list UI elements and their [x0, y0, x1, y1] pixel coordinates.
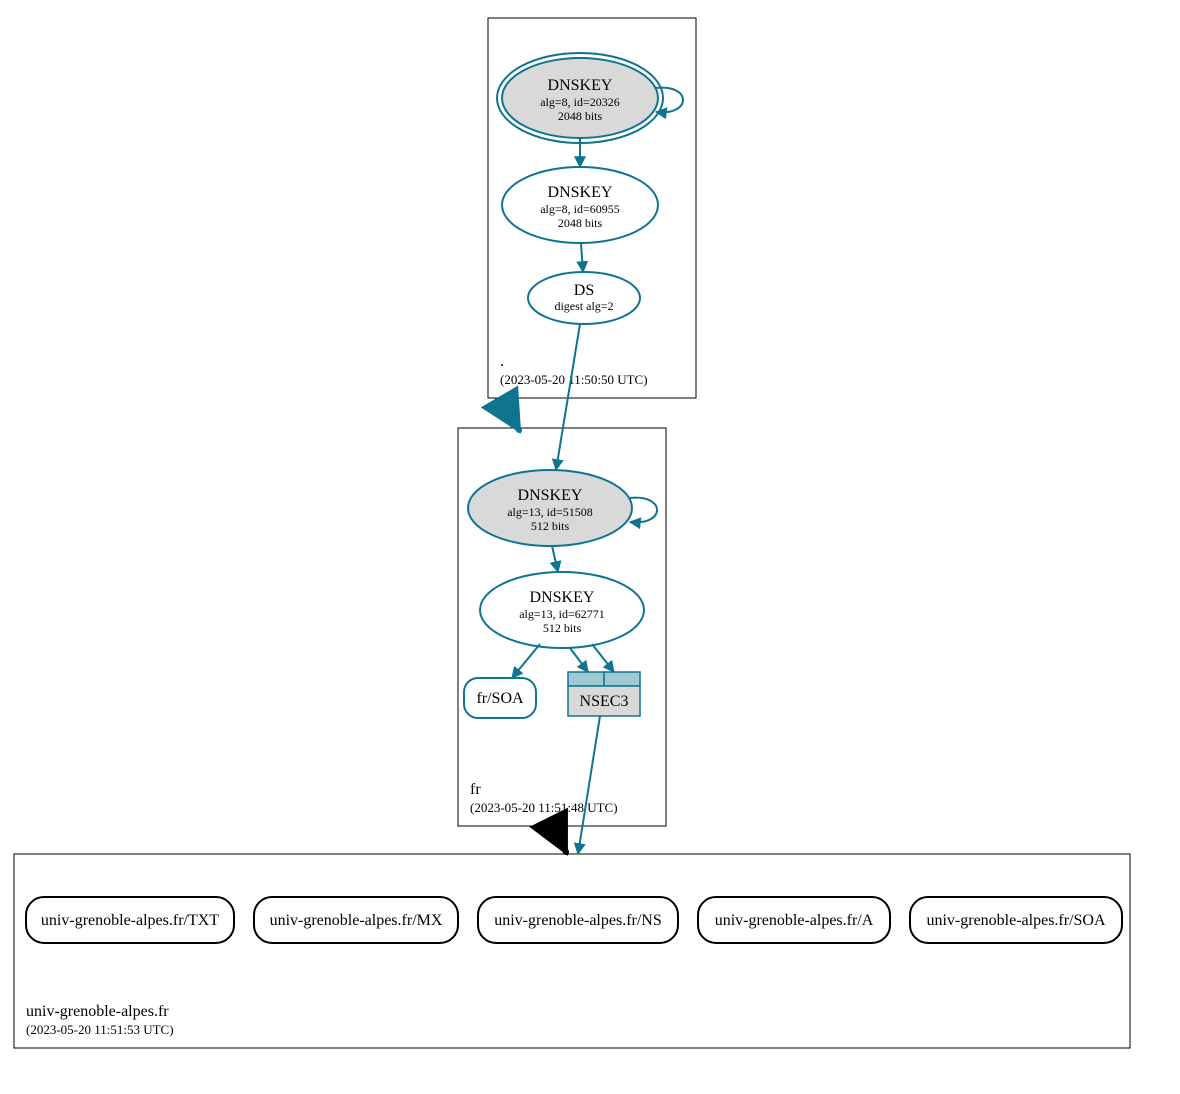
svg-text:2048 bits: 2048 bits [558, 109, 603, 123]
root-ds-to-fr-ksk [556, 324, 580, 470]
node-uga-soa[interactable]: univ-grenoble-alpes.fr/SOA [910, 897, 1122, 943]
zone-uga-label: univ-grenoble-alpes.fr [26, 1003, 169, 1020]
zone-fr-timestamp: (2023-05-20 11:51:48 UTC) [470, 800, 618, 815]
svg-text:univ-grenoble-alpes.fr/MX: univ-grenoble-alpes.fr/MX [270, 912, 443, 929]
node-root-ksk[interactable]: DNSKEYalg=8, id=203262048 bits [497, 53, 663, 143]
fr-ksk-to-zsk [552, 546, 558, 572]
svg-text:alg=8, id=60955: alg=8, id=60955 [540, 202, 620, 216]
zone-root-timestamp: (2023-05-20 11:50:50 UTC) [500, 372, 648, 387]
svg-text:univ-grenoble-alpes.fr/A: univ-grenoble-alpes.fr/A [715, 912, 874, 929]
fr-zsk-to-soa [512, 644, 540, 678]
fr-nsec3-to-uga [578, 716, 600, 854]
fr-zsk-to-nsec3-right [592, 644, 614, 672]
node-root-zsk[interactable]: DNSKEYalg=8, id=609552048 bits [502, 167, 658, 243]
svg-text:alg=13, id=51508: alg=13, id=51508 [507, 505, 593, 519]
zone-uga-timestamp: (2023-05-20 11:51:53 UTC) [26, 1022, 174, 1037]
node-root-ds[interactable]: DSdigest alg=2 [528, 272, 640, 324]
svg-text:512 bits: 512 bits [531, 519, 570, 533]
node-uga-txt[interactable]: univ-grenoble-alpes.fr/TXT [26, 897, 234, 943]
root-zsk-to-ds [581, 243, 583, 272]
node-uga-mx[interactable]: univ-grenoble-alpes.fr/MX [254, 897, 458, 943]
svg-text:digest alg=2: digest alg=2 [554, 299, 613, 313]
fr-ksk-self [630, 498, 657, 523]
node-fr-nsec3[interactable]: NSEC3 [568, 672, 640, 716]
svg-text:univ-grenoble-alpes.fr/TXT: univ-grenoble-alpes.fr/TXT [41, 912, 219, 929]
svg-text:512 bits: 512 bits [543, 621, 582, 635]
svg-text:NSEC3: NSEC3 [580, 693, 629, 710]
zone-uga: univ-grenoble-alpes.fr (2023-05-20 11:51:… [14, 854, 1130, 1048]
svg-text:2048 bits: 2048 bits [558, 216, 603, 230]
svg-text:DS: DS [574, 282, 594, 299]
node-fr-ksk[interactable]: DNSKEYalg=13, id=51508512 bits [468, 470, 632, 546]
svg-text:DNSKEY: DNSKEY [530, 589, 595, 606]
svg-text:DNSKEY: DNSKEY [548, 184, 613, 201]
fr-zsk-to-nsec3-left [570, 648, 588, 672]
fr-to-uga-heavy [560, 826, 566, 852]
node-fr-zsk[interactable]: DNSKEYalg=13, id=62771512 bits [480, 572, 644, 648]
zone-fr-label: fr [470, 781, 481, 798]
svg-text:fr/SOA: fr/SOA [476, 690, 524, 707]
svg-text:alg=8, id=20326: alg=8, id=20326 [540, 95, 620, 109]
node-uga-a[interactable]: univ-grenoble-alpes.fr/A [698, 897, 890, 943]
svg-text:DNSKEY: DNSKEY [518, 487, 583, 504]
svg-text:univ-grenoble-alpes.fr/NS: univ-grenoble-alpes.fr/NS [494, 912, 662, 929]
svg-text:univ-grenoble-alpes.fr/SOA: univ-grenoble-alpes.fr/SOA [926, 912, 1106, 929]
root-to-fr-heavy [510, 398, 519, 430]
svg-text:alg=13, id=62771: alg=13, id=62771 [519, 607, 605, 621]
node-fr-soa[interactable]: fr/SOA [464, 678, 536, 718]
zone-root-label: . [500, 353, 504, 370]
node-uga-ns[interactable]: univ-grenoble-alpes.fr/NS [478, 897, 678, 943]
svg-text:DNSKEY: DNSKEY [548, 77, 613, 94]
